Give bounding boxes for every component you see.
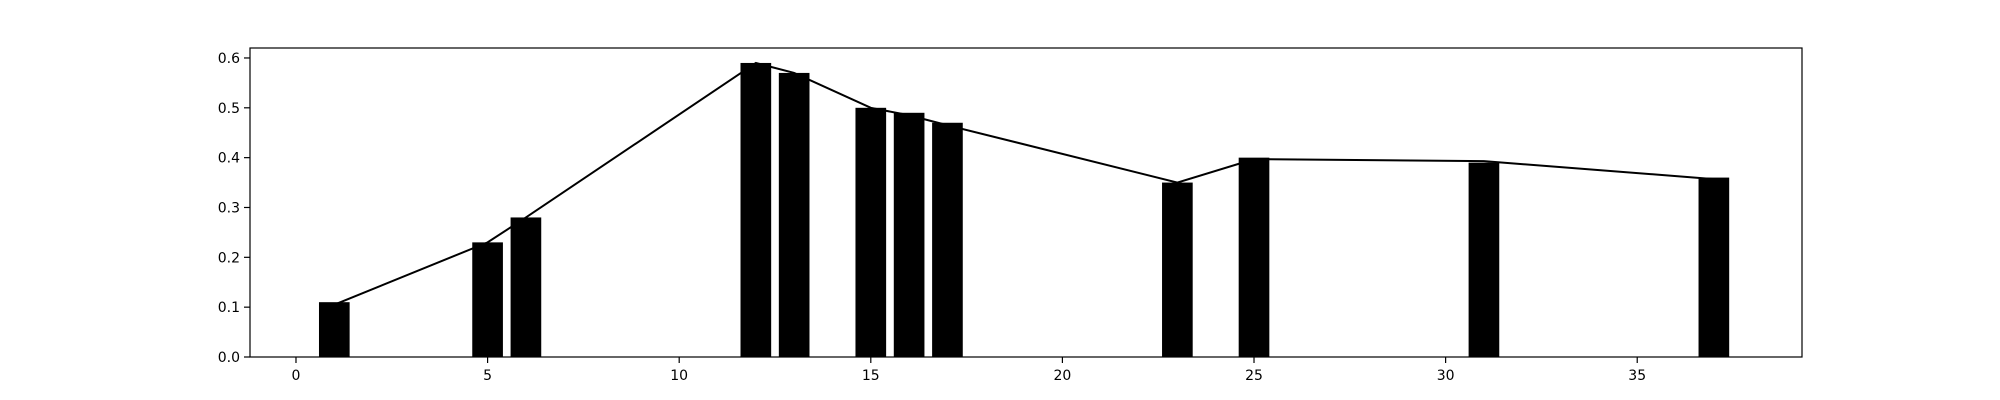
x-tick-label: 10 — [670, 368, 688, 384]
y-tick-label: 0.2 — [218, 250, 240, 266]
axes-frame — [249, 47, 1803, 358]
bar — [318, 302, 350, 357]
bar — [740, 62, 772, 358]
line-series-group — [333, 61, 1714, 306]
y-tick-label: 0.4 — [218, 151, 240, 167]
line-series — [333, 61, 1714, 306]
bar — [472, 242, 503, 357]
bar — [855, 107, 887, 357]
y-tick-label: 0.0 — [218, 350, 240, 366]
bar — [510, 217, 542, 357]
x-tick-label: 20 — [1053, 368, 1071, 384]
y-tick-label: 0.5 — [218, 101, 240, 117]
bar — [932, 122, 963, 358]
y-tick-label: 0.3 — [218, 200, 240, 216]
y-tick-label: 0.1 — [218, 300, 240, 316]
x-tick-label: 0 — [292, 368, 301, 384]
y-tick-label: 0.6 — [218, 51, 240, 67]
x-tick-label: 5 — [483, 368, 492, 384]
x-tick-label: 25 — [1245, 368, 1263, 384]
bar — [1238, 157, 1270, 357]
bar — [893, 112, 925, 358]
bar — [778, 72, 810, 357]
x-tick-label: 15 — [862, 368, 880, 384]
bars-group — [318, 62, 1730, 358]
bar — [1698, 177, 1730, 357]
x-axis: 0 5 10 15 20 25 30 35 — [292, 357, 1646, 384]
x-tick-label: 35 — [1628, 368, 1646, 384]
y-axis: 0.0 0.1 0.2 0.3 0.4 0.5 0.6 — [218, 51, 250, 366]
x-tick-label: 30 — [1437, 368, 1455, 384]
bar — [1162, 182, 1193, 357]
bar — [1468, 162, 1500, 357]
